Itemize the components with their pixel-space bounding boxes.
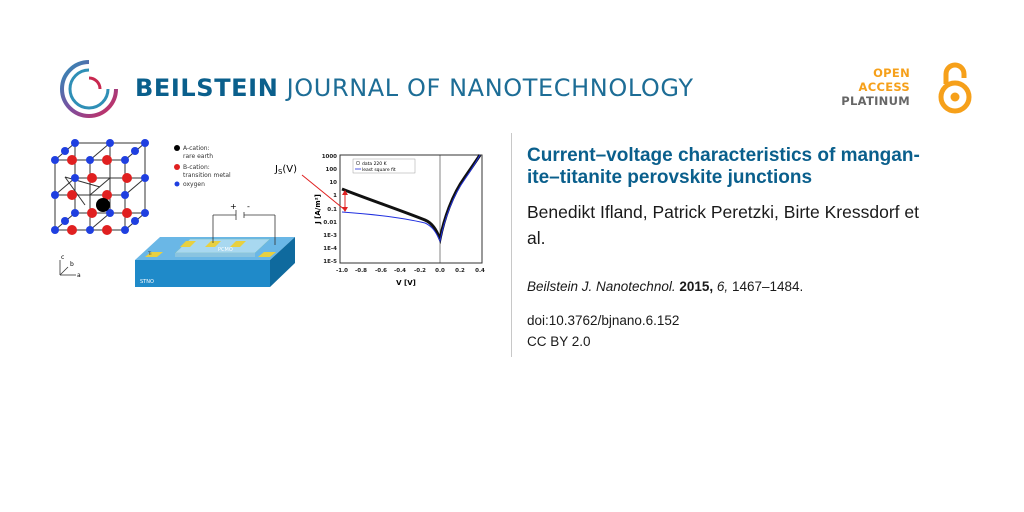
- legend-fit: least square fit: [362, 167, 396, 173]
- xtick-0.4: 0.4: [475, 268, 485, 274]
- legend-b-cation: B-cation:: [183, 164, 210, 171]
- journal-name[interactable]: BEILSTEIN JOURNAL OF NANOTECHNOLOGY: [135, 74, 694, 102]
- perovskite-lattice: [51, 139, 149, 235]
- citation-volume: 6,: [716, 279, 729, 294]
- authors-line2: al.: [527, 228, 546, 248]
- js-annotation: JS(V): [274, 164, 297, 176]
- title-line2: ite–titanite perovskite junctions: [527, 167, 813, 188]
- device-schematic: + - PCMO STNO Ti: [135, 202, 295, 287]
- license-link[interactable]: CC BY 2.0: [527, 334, 591, 349]
- axis-a-label: a: [77, 272, 81, 279]
- ytick-0.01: 0.01: [323, 220, 337, 226]
- a-cation-dot: [174, 145, 180, 151]
- citation-pages: 1467–1484.: [731, 279, 804, 294]
- article-authors: Benedikt Ifland, Patrick Peretzki, Birte…: [527, 199, 987, 251]
- xtick-n0.6: -0.6: [375, 268, 387, 274]
- jv-plot: 1000 100 10 1 0.1 0.01 1E-3 1E-4 1E-5 -1…: [274, 154, 485, 287]
- device-substrate-label: STNO: [140, 279, 154, 285]
- open-access-lock-icon: [938, 62, 972, 114]
- ytick-0.1: 0.1: [327, 207, 337, 213]
- ytick-1e-4: 1E-4: [323, 246, 337, 252]
- xtick-n1.0: -1.0: [336, 268, 348, 274]
- authors-line1: Benedikt Ifland, Patrick Peretzki, Birte…: [527, 202, 919, 222]
- axis-b-label: b: [70, 261, 74, 268]
- open-access-badge: OPEN ACCESS PLATINUM: [822, 62, 972, 114]
- b-cation-dot: [174, 164, 180, 170]
- journal-name-rest: JOURNAL OF NANOTECHNOLOGY: [286, 74, 694, 102]
- ytick-1e-3: 1E-3: [323, 233, 337, 239]
- graphical-abstract[interactable]: c b a A-cation: rare earth B-cation: tra…: [40, 135, 500, 310]
- xtick-0.2: 0.2: [455, 268, 465, 274]
- plot-xlabel: V [V]: [396, 279, 416, 287]
- ytick-100: 100: [326, 167, 338, 173]
- legend-b-cation-desc: transition metal: [183, 172, 231, 179]
- oa-line3: PLATINUM: [841, 94, 910, 108]
- xtick-n0.4: -0.4: [394, 268, 406, 274]
- article-info: Current–voltage characteristics of manga…: [527, 145, 987, 349]
- ytick-1000: 1000: [322, 154, 337, 160]
- article-title[interactable]: Current–voltage characteristics of manga…: [527, 145, 987, 189]
- xtick-n0.2: -0.2: [414, 268, 426, 274]
- device-minus: -: [247, 202, 250, 211]
- title-line1: Current–voltage characteristics of manga…: [527, 145, 920, 166]
- axes-triad-icon: [59, 260, 76, 276]
- plot-ylabel: J [A/m²]: [314, 194, 322, 225]
- legend-a-cation: A-cation:: [183, 145, 210, 152]
- device-plus: +: [230, 202, 237, 211]
- oxygen-dot: [174, 181, 180, 187]
- ytick-1: 1: [333, 193, 337, 199]
- legend-data: data 220 K: [362, 161, 388, 167]
- legend-a-cation-desc: rare earth: [183, 153, 213, 160]
- device-film-label: PCMO: [218, 247, 233, 253]
- ytick-10: 10: [329, 180, 337, 186]
- vertical-divider: [511, 133, 512, 357]
- citation-journal: Beilstein J. Nanotechnol.: [527, 279, 676, 294]
- xtick-n0.8: -0.8: [355, 268, 367, 274]
- open-access-text: OPEN ACCESS PLATINUM: [841, 66, 910, 108]
- device-ti-label: Ti: [147, 251, 151, 256]
- ytick-1e-5: 1E-5: [323, 259, 337, 265]
- journal-name-bold: BEILSTEIN: [135, 74, 279, 102]
- axis-c-label: c: [61, 254, 64, 261]
- oa-line1: OPEN: [873, 66, 910, 80]
- journal-logo-icon: [60, 60, 118, 118]
- legend-oxygen: oxygen: [183, 181, 205, 188]
- xtick-0.0: 0.0: [435, 268, 445, 274]
- doi-link[interactable]: doi:10.3762/bjnano.6.152: [527, 313, 680, 328]
- citation: Beilstein J. Nanotechnol. 2015, 6, 1467–…: [527, 279, 803, 294]
- citation-year: 2015,: [679, 279, 714, 294]
- oa-line2: ACCESS: [858, 80, 910, 94]
